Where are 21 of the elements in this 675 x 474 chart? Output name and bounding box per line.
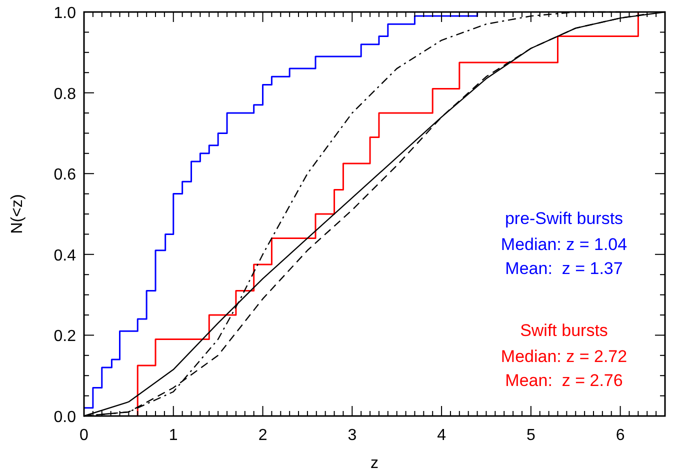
y-axis-title: N(<z) [9,194,26,234]
annotation: Median: z = 1.04 [500,235,628,254]
y-tick-label: 0.0 [54,409,76,426]
x-tick-label: 2 [258,427,268,444]
x-tick-label: 0 [80,427,89,444]
annotation: Swift bursts [520,321,608,340]
y-tick-label: 0.8 [54,86,76,103]
y-tick-label: 0.4 [54,247,76,264]
x-tick-label: 4 [437,427,446,444]
annotation: Median: z = 2.72 [500,347,628,366]
y-tick-label: 0.6 [54,166,76,184]
x-tick-label: 5 [526,427,536,444]
annotation: Mean: z = 2.76 [505,371,623,390]
y-tick-label: 1.0 [54,5,76,22]
x-tick-label: 1 [168,427,178,444]
annotation: Mean: z = 1.37 [505,259,623,278]
x-tick-label: 6 [616,427,625,444]
x-tick-label: 3 [348,427,357,444]
annotation: pre-Swift bursts [504,209,624,228]
x-axis-title: z [370,455,378,472]
y-tick-label: 0.2 [54,328,76,346]
